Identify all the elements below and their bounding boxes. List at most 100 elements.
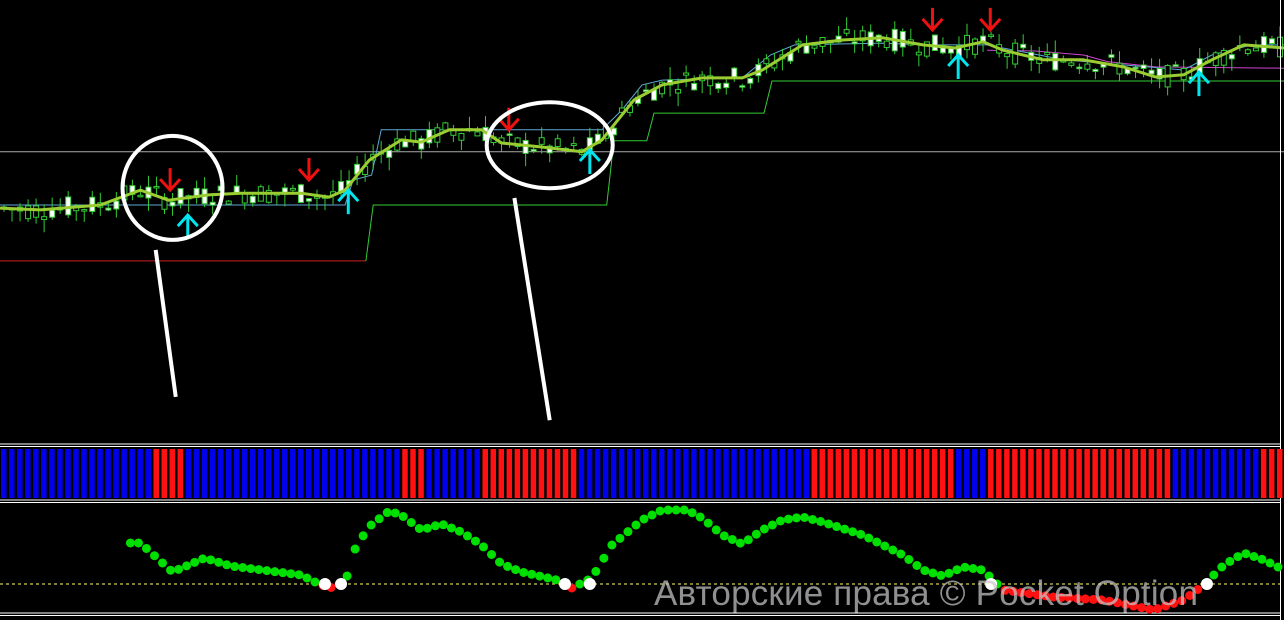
candle-body [691,82,698,91]
candle-body [723,82,730,89]
oscillator-dot-green [286,569,296,579]
oscillator-dot-green [487,550,497,559]
oscillator-dot-green [759,524,769,534]
candle-body [41,216,48,220]
oscillator-dot-red [1185,591,1195,600]
trend-bar-blue [241,449,248,498]
candle-body [1148,69,1155,75]
trend-bar-red [1268,449,1275,498]
candle-body [1252,47,1259,52]
oscillator-dot-green [888,545,898,555]
trend-bar-blue [1244,449,1251,498]
oscillator-dot-green [615,533,625,543]
candle-body [570,143,577,146]
trend-bar-blue [602,449,609,498]
oscillator-dot-green [462,531,472,541]
trend-bar-blue [346,449,352,498]
oscillator-dot-red [1104,596,1114,606]
trend-bar-blue [257,449,264,498]
candle-body [1092,68,1099,72]
oscillator-dot-red [1032,590,1042,600]
oscillator-dot-green [182,561,192,571]
trend-bar-blue [338,449,344,498]
trend-bar-blue [586,449,593,498]
oscillator-cross-dot [558,578,571,590]
annotation-pointer-line [153,249,178,398]
oscillator-dot-red [1008,586,1018,596]
trend-bar-blue [289,449,296,498]
oscillator-dot-green [358,531,368,541]
oscillator-dot-green [214,557,224,567]
trend-bar-blue [450,449,456,498]
candle-body [386,149,393,158]
buy-arrow-icon [176,212,199,240]
oscillator-dot-green [366,520,376,530]
candle-body [225,200,232,205]
oscillator-dot-red [1129,601,1139,611]
trend-bar-red [1276,449,1283,498]
candle-body [1004,53,1011,58]
oscillator-dot-green [791,513,801,523]
oscillator-dot-green [808,515,818,524]
trend-bar-red [899,449,906,498]
oscillator-dot-green [575,579,585,589]
candle-body [514,137,521,148]
trend-bar-red [1140,449,1147,498]
buy-arrow-icon [1187,69,1211,97]
trend-bar-red [506,449,513,498]
oscillator-dot-green [190,557,200,567]
oscillator-dot-green [767,520,777,530]
trend-bar-blue [217,449,224,498]
candle-body [113,200,120,210]
oscillator-dot-red [1177,596,1187,606]
trend-bar-red [827,449,834,498]
trend-bar-blue [474,449,480,498]
oscillator-dot-green [591,566,601,576]
trend-bar-blue [322,449,328,498]
trend-bar-blue [795,449,801,498]
trend-bar-blue [89,449,95,498]
oscillator-dot-green [840,524,850,534]
candle-body [859,30,866,42]
trend-bar-blue [803,449,809,498]
trend-bar-red [843,449,850,498]
candle-body [137,194,144,198]
candle-body [177,188,184,205]
trend-bar-blue [442,449,448,498]
candle-body [418,138,425,150]
oscillator-dot-green [912,561,922,570]
trend-bar-blue [626,449,633,498]
trend-bar-red [1036,449,1042,498]
trend-bar-blue [394,449,400,498]
candle-body [988,34,995,37]
candle-body [458,133,465,141]
trend-bar-red [1060,449,1066,498]
trend-bar-red [1100,449,1106,498]
trend-bar-red [1068,449,1074,498]
candle-body [410,130,417,142]
trend-bar-blue [667,449,673,498]
oscillator-dot-green [783,514,793,524]
trend-bar-red [1148,449,1155,498]
trend-bars [1,449,1283,498]
oscillator-dot-green [278,568,288,578]
trend-bar-blue [1212,449,1219,498]
trend-bar-red [1124,449,1130,498]
oscillator-dot-green [174,564,184,574]
oscillator-dot-red [1064,593,1074,603]
candle-body [506,133,513,136]
oscillator-dot-red [1121,599,1131,609]
candle-body [964,34,970,51]
oscillator-dot-green [125,538,135,548]
trend-bar-red [490,449,497,498]
trend-bar-red [498,449,505,498]
oscillator-dot-green [848,527,858,537]
oscillator-dot-green [976,565,986,575]
oscillator-dot-red [1112,598,1122,608]
candles [1,17,1283,233]
trend-bar-blue [25,449,31,498]
oscillator-dot-green [310,577,320,587]
trend-bar-red [851,449,858,498]
oscillator-dot-green [832,522,842,532]
oscillator-cross-dot [985,578,998,590]
